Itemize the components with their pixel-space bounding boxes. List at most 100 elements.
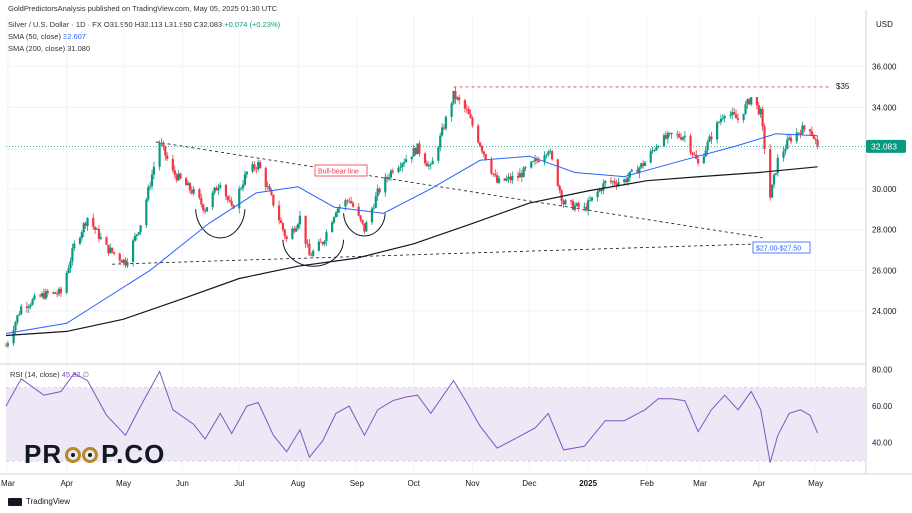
candle-body (816, 140, 819, 147)
candle-body (636, 169, 639, 174)
rsi-line (5, 370, 819, 463)
candle-body (185, 178, 188, 186)
candle-body (604, 180, 607, 184)
candle-body (545, 154, 548, 156)
candle-body (469, 114, 472, 119)
candle-body (812, 134, 815, 139)
candle-body (484, 154, 487, 160)
candle-body (200, 198, 203, 205)
bull-bear-callout: Bull-bear line (314, 164, 368, 177)
candle-body (241, 184, 245, 189)
candle-body (558, 185, 561, 191)
candle-body (346, 200, 349, 202)
rsi-tick-label: 40.00 (872, 439, 893, 448)
candle-body (731, 112, 734, 116)
sma200-row[interactable]: SMA (200, close) 31.080 (8, 43, 280, 55)
candle-body (177, 173, 180, 181)
candle-body (444, 116, 448, 129)
candle-body (403, 162, 406, 164)
candle-body (530, 161, 533, 168)
candle-body (52, 292, 55, 294)
candle-body (640, 163, 643, 168)
candle-body (624, 179, 628, 183)
candle-body (810, 131, 814, 135)
candle-body (704, 150, 707, 157)
candle-body (497, 178, 501, 183)
support-callout: $27.00-$27.50 (752, 241, 811, 254)
candle-body (532, 161, 535, 162)
candle-body (308, 243, 311, 256)
candle-body (609, 180, 613, 183)
candle-body (615, 183, 618, 186)
candle-body (365, 222, 368, 232)
y-axis-unit: USD (876, 20, 893, 29)
candle-body (344, 200, 347, 207)
candle-body (245, 171, 248, 175)
candle-body (678, 134, 681, 138)
candle-body (748, 99, 751, 105)
candle-body (590, 197, 594, 201)
candle-body (587, 200, 590, 211)
candle-body (357, 206, 360, 216)
candle-body (122, 259, 125, 263)
candle-body (522, 167, 525, 178)
candle-body (729, 115, 732, 116)
rsi-band (6, 387, 865, 461)
candle-body (14, 322, 17, 331)
candle-body (437, 147, 440, 161)
candle-body (679, 137, 683, 140)
candle-body (39, 295, 42, 297)
candle-body (391, 170, 394, 173)
candle-body (742, 113, 745, 120)
candle-body (376, 188, 379, 197)
candle-body (126, 261, 129, 266)
candle-body (770, 184, 774, 198)
candle-body (463, 100, 466, 109)
candle-body (84, 223, 87, 226)
candle-body (439, 135, 442, 148)
candle-body (319, 241, 322, 243)
candle-body (416, 143, 419, 155)
sma50-row[interactable]: SMA (50, close) 32.607 (8, 31, 280, 43)
candle-body (662, 135, 666, 147)
candle-body (482, 151, 485, 155)
x-tick-label: May (116, 479, 131, 488)
footer-brand[interactable]: TradingView (8, 497, 70, 506)
candle-body (543, 155, 546, 162)
candle-body (490, 159, 493, 174)
candle-body (471, 118, 474, 126)
candle-body (569, 200, 573, 202)
candle-body (145, 199, 148, 226)
candle-body (16, 315, 19, 323)
candle-body (363, 223, 366, 232)
y-tick-label: 34.000 (872, 103, 897, 112)
x-tick-label: Apr (60, 479, 73, 488)
rsi-tick-label: 80.00 (872, 366, 893, 375)
candle-body (788, 137, 791, 140)
candle-body (613, 181, 616, 184)
candle-body (611, 181, 614, 183)
symbol-row: Silver / U.S. Dollar · 1D · FX O31.950 H… (8, 19, 280, 31)
candle-body (372, 207, 375, 209)
candle-body (450, 103, 453, 117)
x-tick-label: 2025 (579, 479, 597, 488)
candle-body (706, 141, 709, 151)
watermark-logo: PR P.CO (24, 439, 165, 470)
last-price-tag: 32.083 (866, 139, 906, 153)
candle-body (188, 183, 192, 191)
candle-body (334, 212, 338, 218)
candle-body (12, 330, 15, 344)
x-tick-label: Aug (291, 479, 305, 488)
price-change: +0.074 (+0.23%) (224, 20, 281, 29)
candle-body (323, 241, 326, 245)
candle-body (31, 299, 34, 305)
candle-body (803, 125, 806, 130)
candle-body (325, 232, 328, 242)
symbol-name[interactable]: Silver / U.S. Dollar · 1D · FX (8, 20, 102, 29)
candle-body (251, 164, 254, 172)
chart-legend: Silver / U.S. Dollar · 1D · FX O31.950 H… (8, 19, 280, 55)
candle-body (281, 222, 284, 230)
candle-body (467, 109, 470, 115)
candle-body (452, 90, 455, 104)
